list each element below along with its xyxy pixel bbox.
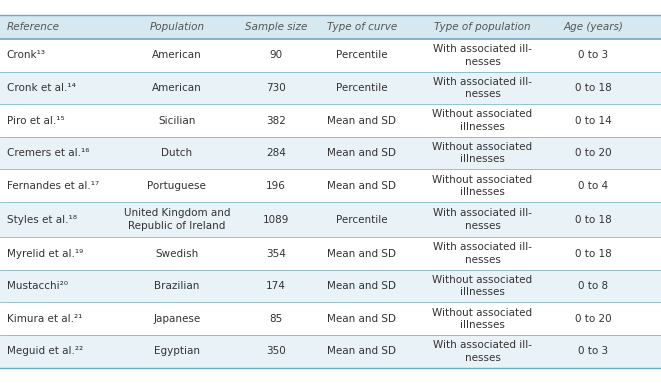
- Text: 730: 730: [266, 83, 286, 93]
- Text: Without associated
illnesses: Without associated illnesses: [432, 142, 533, 164]
- Bar: [0, 169, 661, 202]
- Text: 354: 354: [266, 249, 286, 259]
- Text: 0 to 8: 0 to 8: [578, 281, 608, 291]
- Text: Percentile: Percentile: [336, 215, 388, 225]
- Text: Mean and SD: Mean and SD: [327, 116, 397, 126]
- Text: Without associated
illnesses: Without associated illnesses: [432, 175, 533, 197]
- Text: 85: 85: [269, 314, 283, 324]
- Text: Meguid et al.²²: Meguid et al.²²: [7, 346, 83, 357]
- Text: With associated ill-
nesses: With associated ill- nesses: [433, 208, 532, 231]
- Bar: [0, 15, 661, 39]
- Text: Kimura et al.²¹: Kimura et al.²¹: [7, 314, 82, 324]
- Text: Type of curve: Type of curve: [327, 22, 397, 32]
- Text: 0 to 20: 0 to 20: [575, 148, 611, 158]
- Text: Sicilian: Sicilian: [158, 116, 196, 126]
- Text: Without associated
illnesses: Without associated illnesses: [432, 308, 533, 330]
- Text: Sample size: Sample size: [245, 22, 307, 32]
- Text: 196: 196: [266, 181, 286, 191]
- Text: Mean and SD: Mean and SD: [327, 249, 397, 259]
- Text: Population: Population: [149, 22, 204, 32]
- Text: Mean and SD: Mean and SD: [327, 281, 397, 291]
- Text: Reference: Reference: [7, 22, 59, 32]
- Bar: [0, 335, 661, 368]
- Text: Percentile: Percentile: [336, 51, 388, 61]
- Text: 0 to 18: 0 to 18: [575, 83, 611, 93]
- Text: Cremers et al.¹⁶: Cremers et al.¹⁶: [7, 148, 89, 158]
- Text: 174: 174: [266, 281, 286, 291]
- Text: With associated ill-
nesses: With associated ill- nesses: [433, 242, 532, 265]
- Text: 1089: 1089: [263, 215, 289, 225]
- Text: 0 to 18: 0 to 18: [575, 215, 611, 225]
- Text: Mean and SD: Mean and SD: [327, 314, 397, 324]
- Text: 0 to 3: 0 to 3: [578, 51, 608, 61]
- Text: 0 to 4: 0 to 4: [578, 181, 608, 191]
- Bar: [0, 202, 661, 237]
- Text: Type of population: Type of population: [434, 22, 531, 32]
- Text: Cronk¹³: Cronk¹³: [7, 51, 46, 61]
- Text: American: American: [152, 83, 202, 93]
- Text: 0 to 18: 0 to 18: [575, 249, 611, 259]
- Text: Fernandes et al.¹⁷: Fernandes et al.¹⁷: [7, 181, 98, 191]
- Text: Without associated
illnesses: Without associated illnesses: [432, 275, 533, 298]
- Text: Styles et al.¹⁸: Styles et al.¹⁸: [7, 215, 77, 225]
- Text: Mean and SD: Mean and SD: [327, 148, 397, 158]
- Text: Egyptian: Egyptian: [154, 346, 200, 357]
- Bar: [0, 270, 661, 303]
- Text: 284: 284: [266, 148, 286, 158]
- Bar: [0, 72, 661, 104]
- Text: 382: 382: [266, 116, 286, 126]
- Bar: [0, 237, 661, 270]
- Text: Myrelid et al.¹⁹: Myrelid et al.¹⁹: [7, 249, 83, 259]
- Bar: [0, 39, 661, 72]
- Text: Mustacchi²⁰: Mustacchi²⁰: [7, 281, 67, 291]
- Text: 0 to 3: 0 to 3: [578, 346, 608, 357]
- Text: Percentile: Percentile: [336, 83, 388, 93]
- Text: Japanese: Japanese: [153, 314, 200, 324]
- Text: Brazilian: Brazilian: [154, 281, 200, 291]
- Text: American: American: [152, 51, 202, 61]
- Text: Without associated
illnesses: Without associated illnesses: [432, 110, 533, 132]
- Text: Mean and SD: Mean and SD: [327, 181, 397, 191]
- Text: 0 to 14: 0 to 14: [575, 116, 611, 126]
- Text: Portuguese: Portuguese: [147, 181, 206, 191]
- Text: With associated ill-
nesses: With associated ill- nesses: [433, 44, 532, 67]
- Bar: [0, 137, 661, 169]
- Text: Dutch: Dutch: [161, 148, 192, 158]
- Text: 0 to 20: 0 to 20: [575, 314, 611, 324]
- Text: United Kingdom and
Republic of Ireland: United Kingdom and Republic of Ireland: [124, 208, 230, 231]
- Text: With associated ill-
nesses: With associated ill- nesses: [433, 340, 532, 363]
- Text: Piro et al.¹⁵: Piro et al.¹⁵: [7, 116, 64, 126]
- Bar: [0, 303, 661, 335]
- Text: 350: 350: [266, 346, 286, 357]
- Text: Swedish: Swedish: [155, 249, 198, 259]
- Text: Age (years): Age (years): [563, 22, 623, 32]
- Text: Cronk et al.¹⁴: Cronk et al.¹⁴: [7, 83, 75, 93]
- Bar: [0, 104, 661, 137]
- Text: With associated ill-
nesses: With associated ill- nesses: [433, 77, 532, 99]
- Text: Mean and SD: Mean and SD: [327, 346, 397, 357]
- Text: 90: 90: [270, 51, 282, 61]
